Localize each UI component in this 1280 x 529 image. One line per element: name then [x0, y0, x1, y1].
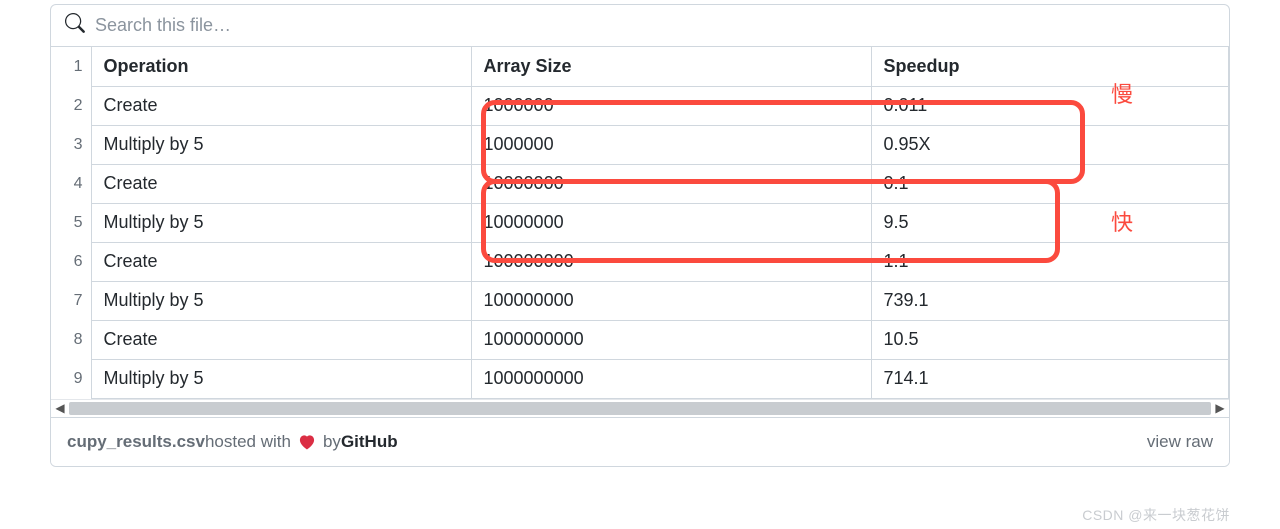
search-input[interactable]: [95, 15, 1215, 36]
line-number: 5: [51, 203, 91, 242]
heart-icon: [297, 432, 317, 452]
line-number: 9: [51, 359, 91, 398]
table-container: 1 Operation Array Size Speedup 2 Create …: [51, 47, 1229, 399]
cell-arraysize: 1000000000: [471, 320, 871, 359]
cell-speedup: 9.5: [871, 203, 1229, 242]
cell-arraysize: 100000000: [471, 281, 871, 320]
table-row: 8 Create 1000000000 10.5: [51, 320, 1229, 359]
cell-arraysize: 100000000: [471, 242, 871, 281]
footer-by-text: by: [323, 432, 341, 452]
table-row: 1 Operation Array Size Speedup: [51, 47, 1229, 86]
col-header-speedup: Speedup: [871, 47, 1229, 86]
cell-speedup: 0.95X: [871, 125, 1229, 164]
scrollbar-track[interactable]: [69, 402, 1211, 415]
cell-operation: Multiply by 5: [91, 281, 471, 320]
line-number: 6: [51, 242, 91, 281]
search-bar: [51, 5, 1229, 47]
cell-operation: Create: [91, 86, 471, 125]
footer-filename[interactable]: cupy_results.csv: [67, 432, 205, 452]
table-row: 7 Multiply by 5 100000000 739.1: [51, 281, 1229, 320]
scroll-left-icon[interactable]: ◀: [51, 400, 69, 417]
csv-table: 1 Operation Array Size Speedup 2 Create …: [51, 47, 1229, 399]
view-raw-link[interactable]: view raw: [1147, 432, 1213, 452]
scroll-right-icon[interactable]: ▶: [1211, 400, 1229, 417]
cell-speedup: 0.1: [871, 164, 1229, 203]
cell-operation: Create: [91, 164, 471, 203]
cell-arraysize: 1000000000: [471, 359, 871, 398]
table-row: 3 Multiply by 5 1000000 0.95X: [51, 125, 1229, 164]
gist-footer: cupy_results.csv hosted with by GitHub v…: [51, 417, 1229, 466]
cell-operation: Multiply by 5: [91, 359, 471, 398]
line-number: 3: [51, 125, 91, 164]
cell-speedup: 714.1: [871, 359, 1229, 398]
line-number: 8: [51, 320, 91, 359]
line-number: 4: [51, 164, 91, 203]
search-icon: [65, 13, 85, 38]
footer-github-link[interactable]: GitHub: [341, 432, 398, 452]
line-number: 2: [51, 86, 91, 125]
cell-speedup: 739.1: [871, 281, 1229, 320]
file-card: 1 Operation Array Size Speedup 2 Create …: [50, 4, 1230, 467]
horizontal-scrollbar[interactable]: ◀ ▶: [51, 399, 1229, 417]
table-row: 4 Create 10000000 0.1: [51, 164, 1229, 203]
footer-hosted-text: hosted with: [205, 432, 291, 452]
cell-operation: Create: [91, 242, 471, 281]
line-number: 7: [51, 281, 91, 320]
table-row: 6 Create 100000000 1.1: [51, 242, 1229, 281]
table-row: 2 Create 1000000 0.011: [51, 86, 1229, 125]
table-row: 9 Multiply by 5 1000000000 714.1: [51, 359, 1229, 398]
cell-arraysize: 1000000: [471, 86, 871, 125]
cell-arraysize: 10000000: [471, 164, 871, 203]
line-number: 1: [51, 47, 91, 86]
cell-speedup: 0.011: [871, 86, 1229, 125]
cell-arraysize: 10000000: [471, 203, 871, 242]
table-row: 5 Multiply by 5 10000000 9.5: [51, 203, 1229, 242]
cell-speedup: 10.5: [871, 320, 1229, 359]
col-header-operation: Operation: [91, 47, 471, 86]
watermark-text: CSDN @来一块葱花饼: [1082, 505, 1230, 525]
cell-operation: Create: [91, 320, 471, 359]
cell-arraysize: 1000000: [471, 125, 871, 164]
col-header-arraysize: Array Size: [471, 47, 871, 86]
cell-speedup: 1.1: [871, 242, 1229, 281]
cell-operation: Multiply by 5: [91, 125, 471, 164]
cell-operation: Multiply by 5: [91, 203, 471, 242]
